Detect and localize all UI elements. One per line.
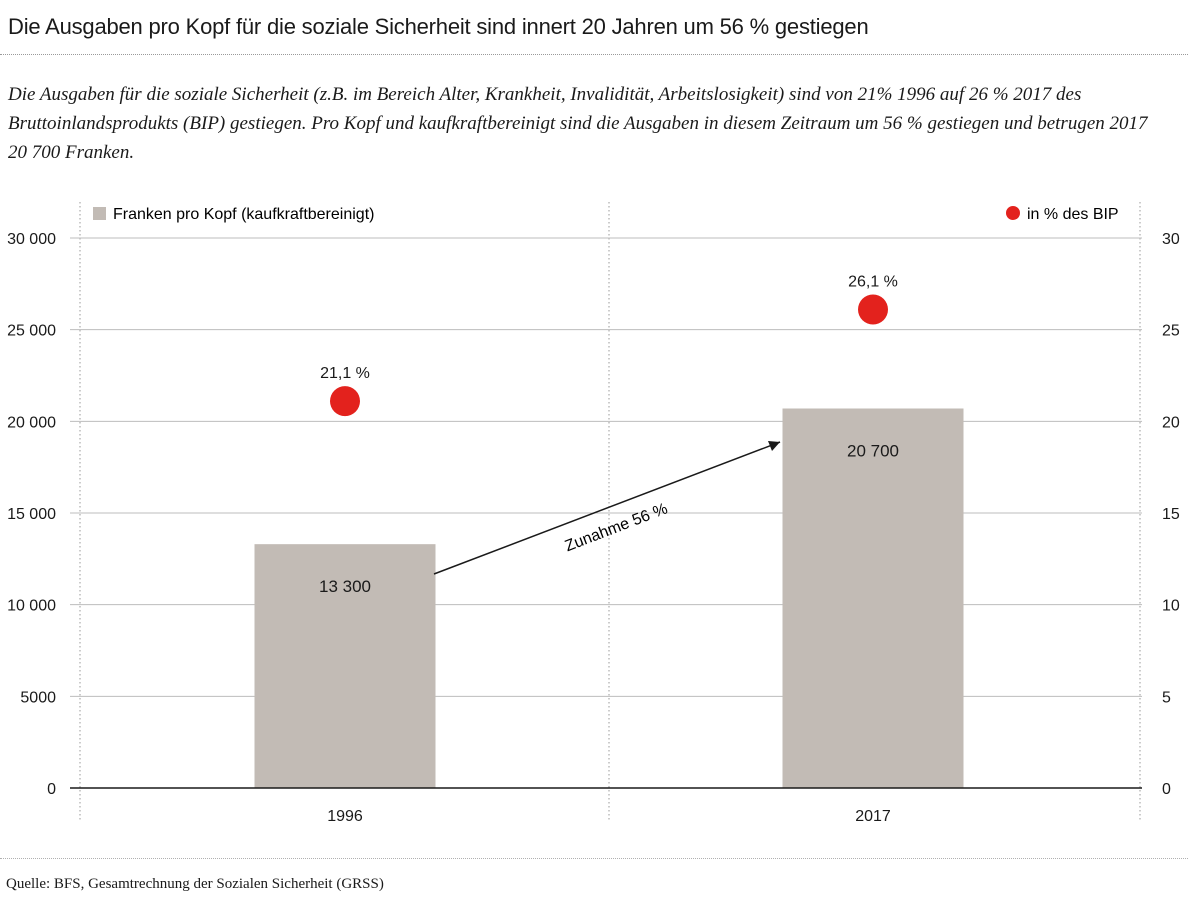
axes: 0 5000 10 000 15 000 20 000 25 000 30 000 0 5 10 1…	[7, 231, 1180, 825]
left-tick-label: 0	[47, 781, 56, 798]
bip-dot-2017	[858, 294, 888, 325]
right-tick-label: 20	[1162, 414, 1180, 431]
bip-dot-1996	[330, 386, 360, 417]
bip-value-label: 21,1 %	[320, 365, 370, 382]
annotation: Zunahme 56 %	[433, 441, 781, 575]
title-divider	[0, 54, 1188, 55]
right-tick-label: 0	[1162, 781, 1171, 798]
x-tick-label: 1996	[327, 808, 363, 825]
chart-title: Die Ausgaben pro Kopf für die soziale Si…	[8, 14, 869, 39]
right-tick-label: 30	[1162, 231, 1180, 248]
bar-2017	[782, 408, 964, 788]
bar-1996	[254, 544, 436, 788]
left-tick-label: 10 000	[7, 598, 56, 615]
left-tick-label: 25 000	[7, 323, 56, 340]
x-tick-label: 2017	[855, 808, 891, 825]
legend-bar-label: Franken pro Kopf (kaufkraftbereinigt)	[113, 206, 374, 223]
chart-area: 13 300 20 700 21,1 % 26,1 % 0 5000 10 000 15 …	[7, 202, 1180, 825]
increase-arrowhead	[768, 441, 780, 451]
right-tick-label: 5	[1162, 689, 1171, 706]
right-tick-label: 10	[1162, 598, 1180, 615]
legend-dot-swatch	[1006, 206, 1020, 220]
left-tick-label: 5000	[20, 689, 56, 706]
dots: 21,1 % 26,1 %	[320, 274, 898, 417]
chart-subtitle: Die Ausgaben für die soziale Sicherheit …	[8, 84, 1148, 163]
left-tick-label: 30 000	[7, 231, 56, 248]
grid	[70, 202, 1142, 822]
left-tick-label: 15 000	[7, 506, 56, 523]
right-tick-label: 25	[1162, 323, 1180, 340]
left-tick-label: 20 000	[7, 414, 56, 431]
legend: Franken pro Kopf (kaufkraftbereinigt) in…	[93, 206, 1119, 223]
bars: 13 300 20 700	[254, 408, 964, 788]
bip-value-label: 26,1 %	[848, 274, 898, 291]
increase-label: Zunahme 56 %	[563, 500, 670, 555]
bar-value-label: 20 700	[847, 442, 899, 461]
legend-bar-swatch	[93, 207, 106, 220]
source-note: Quelle: BFS, Gesamtrechnung der Sozialen…	[6, 876, 384, 892]
footer-divider	[0, 858, 1188, 859]
bar-value-label: 13 300	[319, 577, 371, 596]
increase-arrow	[433, 441, 781, 575]
legend-dot-label: in % des BIP	[1027, 206, 1119, 223]
right-tick-label: 15	[1162, 506, 1180, 523]
